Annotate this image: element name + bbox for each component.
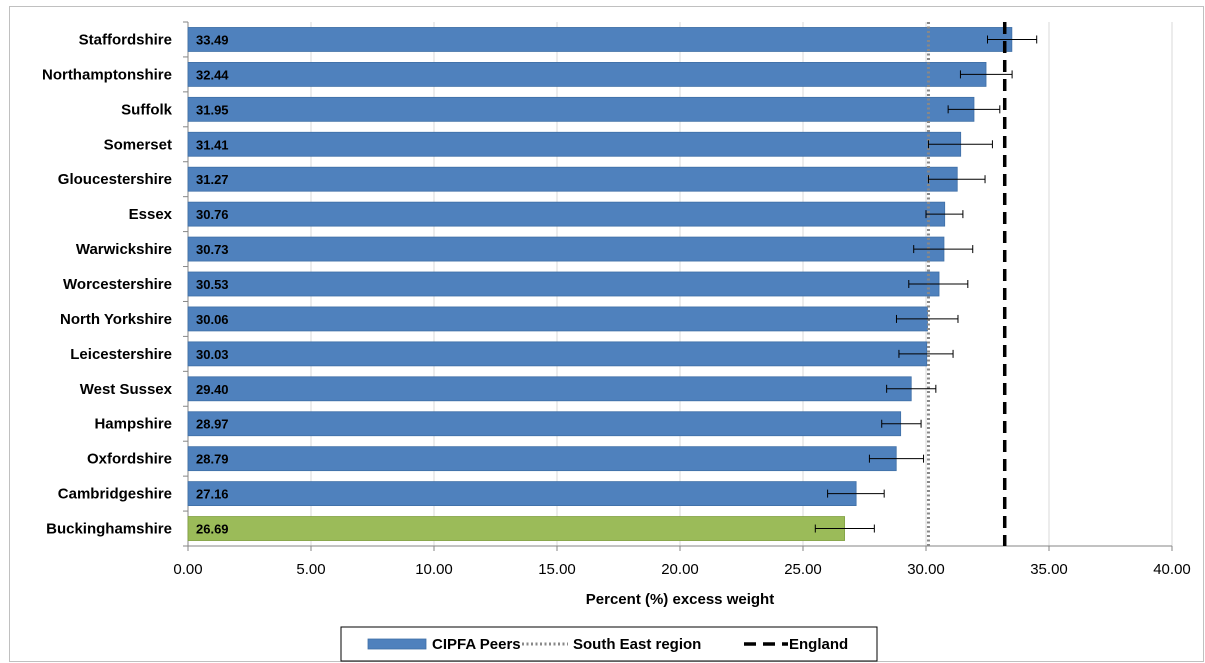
- x-tick-label: 5.00: [296, 561, 325, 578]
- bar-northamptonshire: [187, 62, 987, 87]
- bar-essex: [187, 201, 946, 227]
- bar-worcestershire: [187, 271, 940, 297]
- bar-somerset: [187, 131, 962, 157]
- x-tick-label: 25.00: [784, 561, 822, 578]
- bar-hampshire: [187, 411, 902, 437]
- bar-warwickshire: [187, 236, 945, 262]
- bar-oxfordshire: [187, 446, 897, 472]
- data-label: 26.69: [196, 522, 229, 537]
- category-label: North Yorkshire: [60, 311, 172, 328]
- data-label: 28.97: [196, 417, 229, 432]
- legend-label: CIPFA Peers: [432, 636, 521, 653]
- category-label: Worcestershire: [63, 276, 172, 293]
- x-tick-label: 15.00: [538, 561, 576, 578]
- category-label: Cambridgeshire: [58, 486, 172, 503]
- category-label: Staffordshire: [79, 31, 172, 48]
- x-tick-label: 40.00: [1153, 561, 1191, 578]
- data-label: 30.73: [196, 242, 229, 257]
- category-label: Northamptonshire: [42, 66, 172, 83]
- category-label: Gloucestershire: [58, 171, 172, 188]
- category-label: Somerset: [104, 136, 172, 153]
- category-label: West Sussex: [80, 381, 173, 398]
- legend-label: England: [789, 636, 848, 653]
- bar-west-sussex: [187, 376, 912, 402]
- bar-buckinghamshire: [187, 516, 845, 541]
- x-tick-label: 30.00: [907, 561, 945, 578]
- x-tick-label: 35.00: [1030, 561, 1068, 578]
- bar-staffordshire: [187, 27, 1013, 52]
- category-label: Suffolk: [121, 101, 172, 118]
- bar-leicestershire: [187, 341, 928, 367]
- x-tick-label: 10.00: [415, 561, 453, 578]
- data-label: 30.53: [196, 277, 229, 292]
- x-axis-title: Percent (%) excess weight: [586, 591, 774, 608]
- category-label: Buckinghamshire: [46, 521, 172, 538]
- data-label: 28.79: [196, 452, 229, 467]
- category-label: Leicestershire: [70, 346, 172, 363]
- bar-cambridgeshire: [187, 481, 857, 507]
- category-label: Essex: [129, 206, 173, 223]
- data-label: 27.16: [196, 487, 229, 502]
- data-label: 30.06: [196, 312, 229, 327]
- bar-north-yorkshire: [187, 306, 928, 332]
- category-label: Hampshire: [94, 416, 172, 433]
- data-label: 30.76: [196, 207, 229, 222]
- bar-suffolk: [187, 96, 975, 122]
- data-label: 29.40: [196, 382, 229, 397]
- legend-swatch-cipfa-peers: [367, 638, 427, 650]
- data-label: 31.95: [196, 102, 229, 117]
- data-label: 31.41: [196, 137, 229, 152]
- x-tick-label: 0.00: [173, 561, 202, 578]
- bar-gloucestershire: [187, 166, 958, 192]
- x-tick-label: 20.00: [661, 561, 699, 578]
- data-label: 31.27: [196, 172, 229, 187]
- data-label: 33.49: [196, 32, 229, 47]
- category-label: Oxfordshire: [87, 451, 172, 468]
- data-label: 30.03: [196, 347, 229, 362]
- data-label: 32.44: [196, 67, 229, 82]
- category-label: Warwickshire: [76, 241, 172, 258]
- legend-label: South East region: [573, 636, 701, 653]
